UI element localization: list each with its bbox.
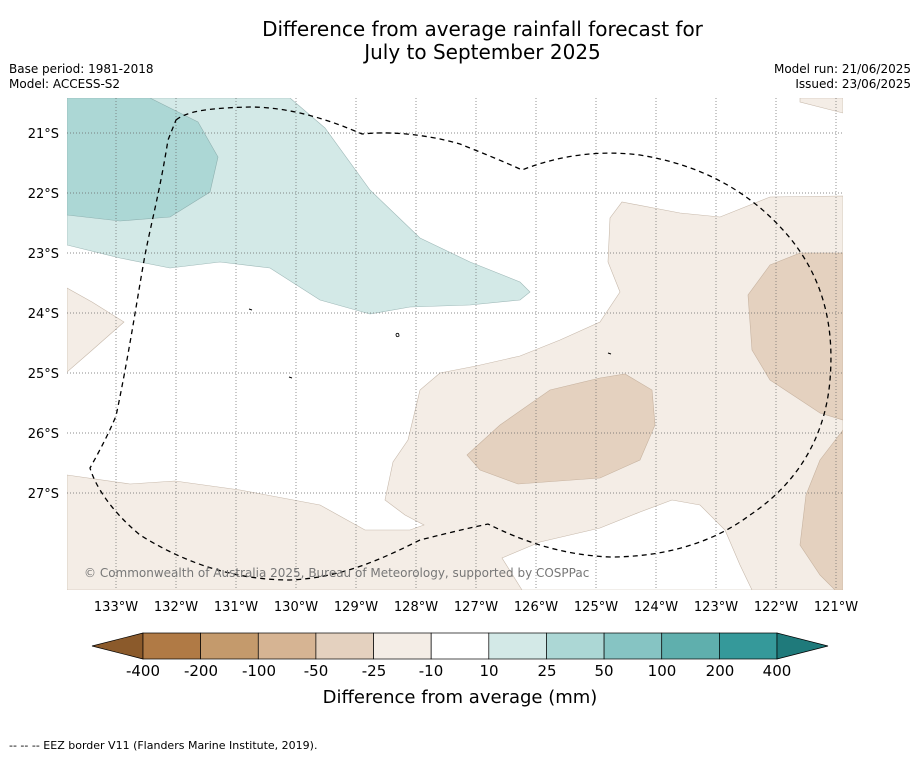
colorbar-tick: 25 bbox=[537, 662, 556, 680]
lon-label: 127°W bbox=[454, 600, 498, 615]
title-line-1: Difference from average rainfall forecas… bbox=[262, 17, 703, 41]
colorbar-segment bbox=[142, 632, 201, 660]
issued-label: Issued: 23/06/2025 bbox=[795, 77, 911, 91]
lon-label: 126°W bbox=[514, 600, 558, 615]
colorbar-tick: 50 bbox=[594, 662, 613, 680]
lon-label: 121°W bbox=[814, 600, 858, 615]
colorbar-tick: 200 bbox=[706, 662, 735, 680]
dry-region-central bbox=[466, 373, 656, 485]
dry-region-west bbox=[67, 287, 125, 373]
longitude-labels: 133°W 132°W 131°W 130°W 129°W 128°W 127°… bbox=[94, 600, 858, 615]
title-line-2: July to September 2025 bbox=[364, 40, 601, 64]
lon-label: 125°W bbox=[574, 600, 618, 615]
colorbar-extend-min bbox=[91, 632, 144, 660]
latitude-labels: 21°S 22°S 23°S 24°S 25°S 26°S 27°S bbox=[28, 127, 59, 502]
colorbar-segment bbox=[661, 632, 720, 660]
dry-region-corner bbox=[799, 98, 843, 114]
meta-right: Model run: 21/06/2025 Issued: 23/06/2025 bbox=[774, 62, 911, 92]
colorbar-segment bbox=[719, 632, 778, 660]
eez-footnote: -- -- -- EEZ border V11 (Flanders Marine… bbox=[9, 739, 318, 752]
contour-speck-1 bbox=[248, 308, 253, 311]
colorbar-extend-max bbox=[776, 632, 829, 660]
colorbar-segment bbox=[430, 632, 490, 660]
lat-label: 23°S bbox=[28, 247, 59, 262]
meta-left: Base period: 1981-2018 Model: ACCESS-S2 bbox=[9, 62, 154, 92]
lat-label: 27°S bbox=[28, 487, 59, 502]
page-title: Difference from average rainfall forecas… bbox=[0, 18, 919, 64]
lon-label: 130°W bbox=[274, 600, 318, 615]
colorbar-segment bbox=[603, 632, 663, 660]
wet-region-25-50 bbox=[67, 98, 219, 222]
colorbar-segment bbox=[373, 632, 432, 660]
dry-region-east-strong bbox=[747, 252, 843, 421]
contour-speck-2 bbox=[288, 376, 293, 379]
lon-label: 131°W bbox=[214, 600, 258, 615]
gridlines bbox=[67, 98, 843, 590]
colorbar-tick: 400 bbox=[763, 662, 792, 680]
lon-label: 133°W bbox=[94, 600, 138, 615]
lon-label: 129°W bbox=[334, 600, 378, 615]
colorbar-ticks: -400 -200 -100 -50 -25 -10 10 25 50 100 … bbox=[126, 662, 791, 680]
colorbar-segment bbox=[315, 632, 374, 660]
colorbar-tick: -10 bbox=[419, 662, 444, 680]
dry-region-southeast bbox=[799, 429, 843, 590]
lat-label: 22°S bbox=[28, 187, 59, 202]
colorbar-tick: 100 bbox=[648, 662, 677, 680]
lat-label: 21°S bbox=[28, 127, 59, 142]
model-run-label: Model run: 21/06/2025 bbox=[773, 62, 911, 76]
colorbar-tick: -25 bbox=[362, 662, 387, 680]
rainfall-contours bbox=[67, 98, 843, 590]
colorbar-label: Difference from average (mm) bbox=[323, 687, 598, 708]
dry-region-east bbox=[67, 195, 843, 590]
contour-speck-4 bbox=[395, 332, 400, 338]
lon-label: 132°W bbox=[154, 600, 198, 615]
lon-label: 123°W bbox=[694, 600, 738, 615]
lat-label: 24°S bbox=[28, 307, 59, 322]
lon-label: 128°W bbox=[394, 600, 438, 615]
colorbar-segment bbox=[488, 632, 547, 660]
colorbar-segment bbox=[200, 632, 259, 660]
copyright-notice: © Commonwealth of Australia 2025, Bureau… bbox=[84, 566, 589, 580]
lat-label: 26°S bbox=[28, 427, 59, 442]
colorbar bbox=[91, 632, 829, 660]
colorbar-tick: 10 bbox=[479, 662, 498, 680]
colorbar-segment bbox=[546, 632, 605, 660]
lon-label: 122°W bbox=[754, 600, 798, 615]
lon-label: 124°W bbox=[634, 600, 678, 615]
colorbar-tick: -100 bbox=[242, 662, 276, 680]
contour-speck-3 bbox=[607, 352, 612, 355]
eez-border bbox=[89, 106, 832, 581]
lat-label: 25°S bbox=[28, 367, 59, 382]
base-period-label: Base period: 1981-2018 bbox=[9, 62, 154, 76]
colorbar-tick: -50 bbox=[304, 662, 329, 680]
colorbar-segment bbox=[257, 632, 317, 660]
model-label: Model: ACCESS-S2 bbox=[9, 77, 121, 91]
colorbar-tick: -200 bbox=[184, 662, 218, 680]
colorbar-tick: -400 bbox=[126, 662, 160, 680]
